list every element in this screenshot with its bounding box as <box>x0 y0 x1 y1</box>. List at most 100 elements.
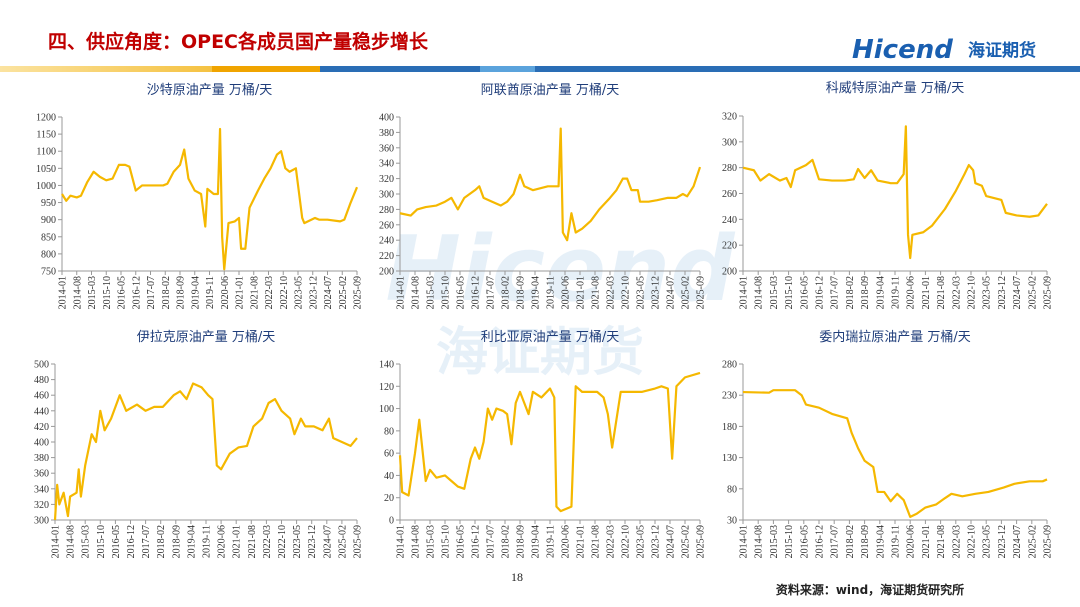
x-tick-label: 2022-10 <box>621 276 632 309</box>
x-tick-label: 2014-01 <box>51 525 62 558</box>
y-tick-label: 280 <box>722 163 737 174</box>
x-tick-label: 2023-05 <box>636 525 647 558</box>
y-tick-label: 1050 <box>36 164 56 175</box>
slide-title: 四、供应角度：OPEC各成员国产量稳步增长 <box>48 30 429 53</box>
y-tick-label: 320 <box>379 174 394 185</box>
x-tick-label: 2025-09 <box>353 525 364 558</box>
x-tick-label: 2014-08 <box>411 525 422 558</box>
y-tick-label: 40 <box>384 471 394 482</box>
x-tick-label: 2024-07 <box>322 525 333 558</box>
x-tick-label: 2019-04 <box>531 276 542 309</box>
x-tick-label: 2018-09 <box>860 276 871 309</box>
y-tick-label: 480 <box>34 375 49 386</box>
x-tick-label: 2017-07 <box>141 525 152 558</box>
x-tick-label: 2018-02 <box>156 525 167 558</box>
header-bar <box>480 66 535 72</box>
x-tick-label: 2021-01 <box>232 525 243 558</box>
x-tick-label: 2015-10 <box>784 525 795 558</box>
x-tick-label: 2014-01 <box>396 525 407 558</box>
x-tick-label: 2017-07 <box>146 276 157 309</box>
y-tick-label: 340 <box>34 484 49 495</box>
y-tick-label: 230 <box>722 391 737 402</box>
y-tick-label: 20 <box>384 493 394 504</box>
x-tick-label: 2021-08 <box>247 525 258 558</box>
x-tick-label: 2016-12 <box>815 525 826 558</box>
x-tick-label: 2024-07 <box>1012 525 1023 558</box>
chart-title: 委内瑞拉原油产量 万桶/天 <box>819 329 971 345</box>
x-tick-label: 2023-12 <box>651 525 662 558</box>
x-tick-label: 2016-12 <box>471 276 482 309</box>
x-tick-label: 2016-05 <box>799 525 810 558</box>
x-tick-label: 2019-04 <box>875 525 886 558</box>
x-tick-label: 2022-10 <box>279 276 290 309</box>
x-tick-label: 2016-12 <box>126 525 137 558</box>
data-line <box>53 382 358 521</box>
x-tick-label: 2024-07 <box>323 276 334 309</box>
x-tick-label: 2018-09 <box>516 276 527 309</box>
y-tick-label: 440 <box>34 406 49 417</box>
x-tick-label: 2023-05 <box>636 276 647 309</box>
y-tick-label: 240 <box>379 236 394 247</box>
page-number: 18 <box>511 570 523 584</box>
x-tick-label: 2022-03 <box>951 525 962 558</box>
logo-cn: 海证期货 <box>968 40 1036 61</box>
y-tick-label: 260 <box>722 189 737 200</box>
x-tick-label: 2020-06 <box>906 525 917 558</box>
x-tick-label: 2015-10 <box>784 276 795 309</box>
x-tick-label: 2018-02 <box>501 276 512 309</box>
y-tick-label: 1200 <box>36 113 56 124</box>
chart-title: 阿联酋原油产量 万桶/天 <box>481 82 620 98</box>
x-tick-label: 2024-07 <box>666 525 677 558</box>
y-tick-label: 360 <box>34 469 49 480</box>
y-tick-label: 80 <box>384 426 394 437</box>
x-tick-label: 2021-01 <box>921 276 932 309</box>
x-tick-label: 2016-05 <box>111 525 122 558</box>
x-tick-label: 2019-11 <box>202 525 213 558</box>
y-tick-label: 1100 <box>36 147 56 158</box>
y-tick-label: 500 <box>34 360 49 371</box>
x-tick-label: 2025-02 <box>681 525 692 558</box>
x-tick-label: 2023-05 <box>982 525 993 558</box>
x-tick-label: 2016-05 <box>799 276 810 309</box>
y-tick-label: 280 <box>722 360 737 371</box>
x-tick-label: 2015-10 <box>102 276 113 309</box>
x-tick-label: 2019-11 <box>205 276 216 309</box>
x-tick-label: 2025-02 <box>681 276 692 309</box>
x-tick-label: 2017-07 <box>486 525 497 558</box>
x-tick-label: 2015-03 <box>87 276 98 309</box>
x-tick-label: 2021-08 <box>936 276 947 309</box>
x-tick-label: 2015-10 <box>441 276 452 309</box>
x-tick-label: 2019-11 <box>546 525 557 558</box>
y-tick-label: 320 <box>34 500 49 511</box>
x-tick-label: 2014-01 <box>739 276 750 309</box>
x-tick-label: 2025-02 <box>1027 525 1038 558</box>
x-tick-label: 2014-01 <box>396 276 407 309</box>
x-tick-label: 2023-12 <box>307 525 318 558</box>
y-tick-label: 400 <box>379 113 394 124</box>
y-tick-label: 220 <box>379 251 394 262</box>
data-line <box>398 371 701 513</box>
x-tick-label: 2019-11 <box>546 276 557 309</box>
x-tick-label: 2019-04 <box>190 276 201 309</box>
y-tick-label: 900 <box>41 215 56 226</box>
x-tick-label: 2021-08 <box>591 525 602 558</box>
y-tick-label: 120 <box>379 382 394 393</box>
y-tick-label: 400 <box>34 438 49 449</box>
x-tick-label: 2023-12 <box>308 276 319 309</box>
x-tick-label: 2022-03 <box>951 276 962 309</box>
x-tick-label: 2023-12 <box>651 276 662 309</box>
x-tick-label: 2016-05 <box>456 276 467 309</box>
x-tick-label: 2018-09 <box>176 276 187 309</box>
y-tick-label: 180 <box>722 422 737 433</box>
y-tick-label: 240 <box>722 215 737 226</box>
x-tick-label: 2025-02 <box>1027 276 1038 309</box>
y-tick-label: 140 <box>379 360 394 371</box>
y-tick-label: 100 <box>379 404 394 415</box>
x-tick-label: 2022-10 <box>967 525 978 558</box>
x-tick-label: 2015-10 <box>441 525 452 558</box>
header-bar <box>535 66 1080 72</box>
chart-title: 伊拉克原油产量 万桶/天 <box>137 330 276 345</box>
x-tick-label: 2014-08 <box>66 525 77 558</box>
